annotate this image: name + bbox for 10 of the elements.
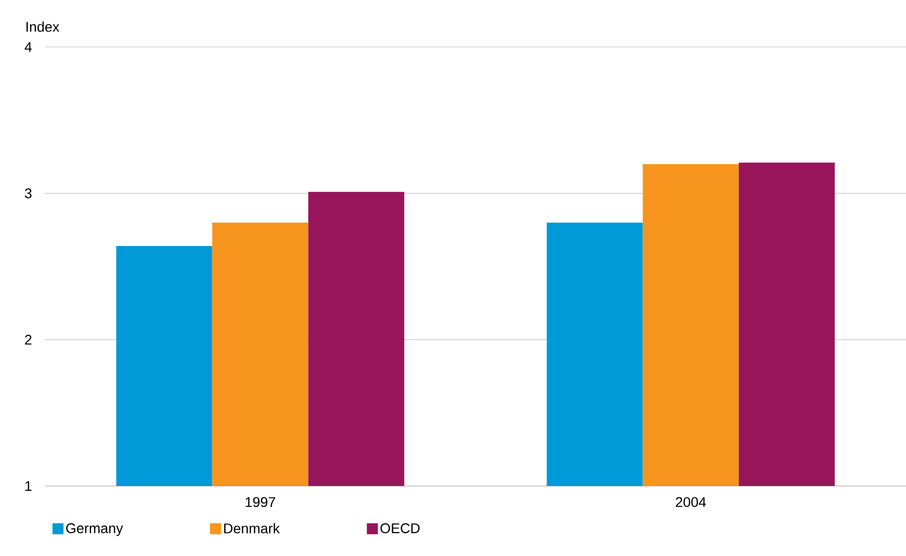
legend-label: Denmark [224, 523, 280, 534]
y-tick-label: 2 [25, 334, 32, 345]
y-axis-title: Index [26, 22, 60, 32]
y-tick-label: 1 [25, 481, 32, 491]
legend-label: OECD [380, 523, 420, 534]
y-tick-label: 3 [24, 188, 32, 198]
y-tick-label: 4 [24, 42, 32, 52]
x-tick-label: 2004 [676, 497, 706, 508]
x-tick-label: 1997 [246, 497, 276, 508]
legend-label: Germany [66, 523, 124, 536]
